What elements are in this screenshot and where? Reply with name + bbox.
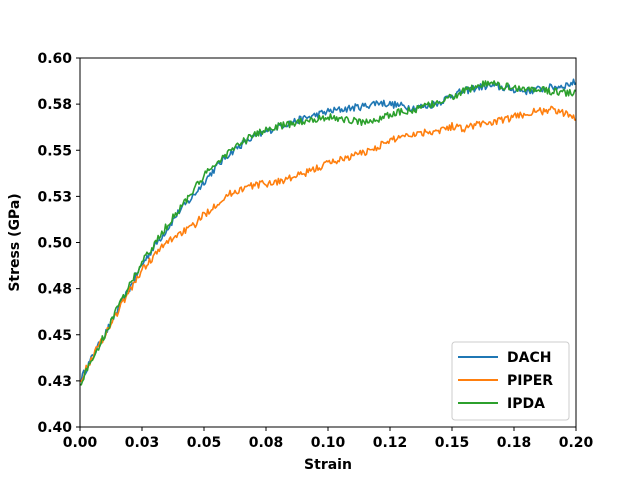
legend-box — [451, 341, 570, 421]
y-tick-label: 0.45 — [37, 328, 72, 344]
y-tick-label: 0.58 — [37, 97, 72, 113]
x-tick-label: 0.10 — [311, 435, 346, 451]
series-lines — [79, 78, 577, 386]
x-tick-label: 0.12 — [373, 435, 408, 451]
x-tick-label: 0.05 — [187, 435, 222, 451]
y-tick-label: 0.53 — [37, 189, 72, 205]
series-line-ipda — [79, 80, 577, 386]
x-tick-label: 0.15 — [435, 435, 470, 451]
y-axis: 0.40 0.43 0.45 0.48 0.50 0.53 0.55 0.58 0.60 — [37, 51, 80, 436]
x-axis: 0.00 0.03 0.05 0.08 0.10 0.12 0.15 0.18 0.20 — [63, 427, 594, 451]
y-tick-label: 0.43 — [37, 374, 72, 390]
x-tick-label: 0.00 — [63, 435, 98, 451]
y-tick-label: 0.55 — [37, 143, 72, 159]
y-tick-label: 0.60 — [37, 51, 72, 67]
x-tick-label: 0.18 — [497, 435, 532, 451]
y-tick-label: 0.40 — [37, 420, 72, 436]
legend-label-dach: DACH — [507, 350, 551, 366]
legend-label-ipda: IPDA — [507, 396, 545, 412]
x-axis-label: Strain — [304, 457, 352, 473]
y-axis-label: Stress (GPa) — [7, 193, 23, 291]
legend: DACH PIPER IPDA — [451, 341, 570, 421]
y-tick-label: 0.48 — [37, 282, 72, 298]
x-tick-label: 0.08 — [249, 435, 284, 451]
legend-label-piper: PIPER — [507, 373, 553, 389]
x-tick-label: 0.03 — [125, 435, 160, 451]
x-tick-label: 0.20 — [559, 435, 594, 451]
y-tick-label: 0.50 — [37, 236, 72, 252]
series-line-piper — [79, 105, 577, 383]
